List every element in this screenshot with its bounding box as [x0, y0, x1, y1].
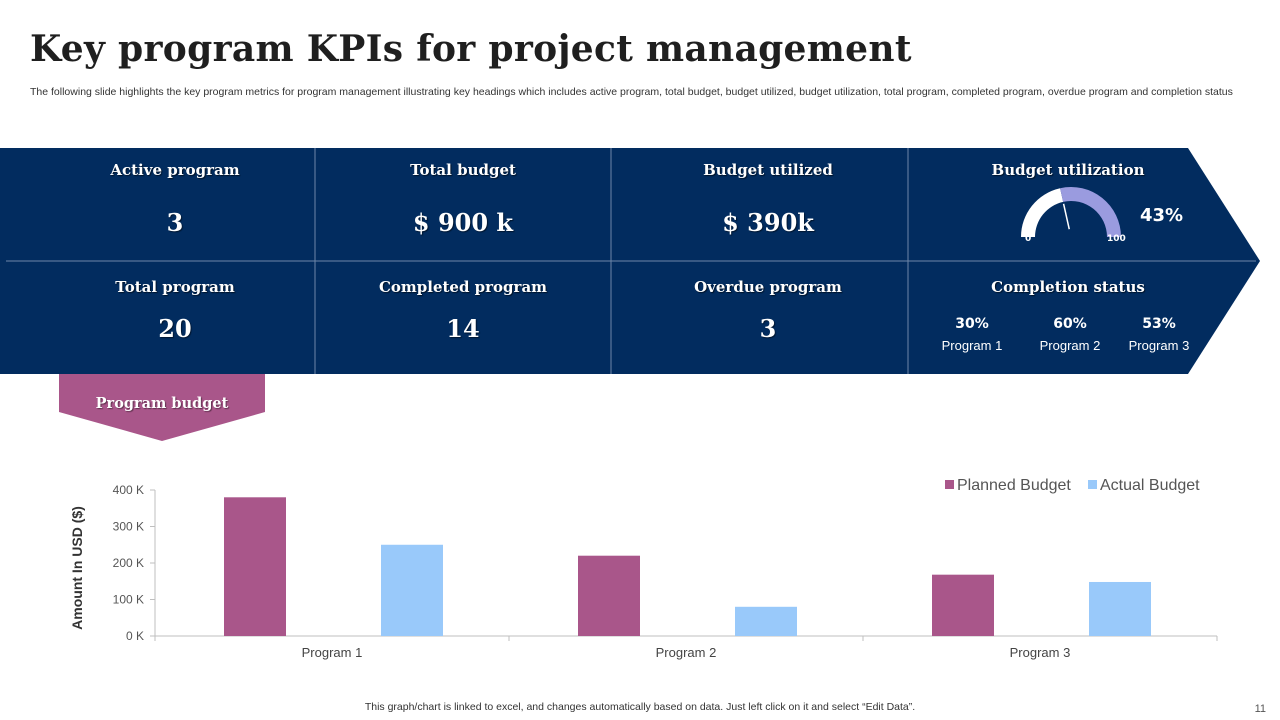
- completion-percent: 53%: [1142, 316, 1176, 332]
- completion-percent: 60%: [1053, 316, 1087, 332]
- kpi-label: Total program: [115, 278, 235, 296]
- gauge-max-label: 100: [1107, 234, 1126, 244]
- y-tick-label: 400 K: [113, 483, 144, 497]
- bar-planned-3: [932, 574, 994, 636]
- kpi-label: Completion status: [991, 278, 1145, 296]
- gauge-percent: 43%: [1140, 205, 1184, 226]
- bar-actual-2: [735, 606, 797, 636]
- kpi-banner-background: [0, 148, 1260, 374]
- kpi-total-program: Total program 20: [30, 261, 320, 374]
- page-number: 11: [1254, 703, 1266, 715]
- y-axis-title: Amount In USD ($): [69, 506, 85, 630]
- kpi-value: $ 390k: [722, 208, 814, 237]
- legend-label: Actual Budget: [1100, 477, 1200, 494]
- kpi-label: Completed program: [378, 278, 548, 296]
- completion-program: Program 1: [941, 338, 1003, 353]
- completion-item-2: 60% Program 2: [1020, 316, 1120, 353]
- legend: Planned Budget Actual Budget: [945, 477, 1200, 494]
- completion-program: Program 3: [1128, 338, 1190, 353]
- program-budget-label: Program budget: [95, 395, 229, 412]
- kpi-overdue-program: Overdue program 3: [620, 261, 916, 374]
- gauge-fill: [1060, 187, 1121, 237]
- kpi-value: 14: [446, 314, 480, 343]
- kpi-completed-program: Completed program 14: [315, 261, 611, 374]
- x-axis: Program 1 Program 2 Program 3: [154, 635, 1218, 660]
- completion-percent: 30%: [955, 316, 989, 332]
- y-axis: 0 K 100 K 200 K 300 K 400 K: [113, 483, 156, 643]
- bar-planned-1: [224, 497, 286, 636]
- y-tick-label: 200 K: [113, 556, 144, 570]
- kpi-value: 3: [166, 208, 184, 237]
- kpi-label: Budget utilization: [991, 161, 1145, 179]
- y-tick-label: 300 K: [113, 520, 144, 534]
- x-tick-label: Program 1: [302, 645, 363, 660]
- kpi-banner: [0, 148, 1262, 374]
- program-budget-tag-shape: [59, 374, 265, 441]
- program-budget-tag: [59, 374, 265, 441]
- kpi-budget-utilized: Budget utilized $ 390k: [620, 148, 916, 261]
- page-title: Key program KPIs for project management: [30, 28, 912, 70]
- kpi-value: 3: [759, 314, 777, 343]
- bar-actual-3: [1089, 581, 1151, 636]
- x-tick-label: Program 2: [656, 645, 717, 660]
- kpi-value: 20: [158, 314, 192, 343]
- gauge-needle: [1062, 203, 1070, 230]
- legend-swatch: [1088, 480, 1097, 489]
- kpi-label: Overdue program: [694, 278, 842, 296]
- completion-item-3: 53% Program 3: [1109, 316, 1209, 353]
- gauge-min-label: 0: [1025, 234, 1032, 244]
- kpi-total-budget: Total budget $ 900 k: [315, 148, 611, 261]
- y-tick-label: 0 K: [126, 629, 144, 643]
- footnote: This graph/chart is linked to excel, and…: [364, 701, 916, 713]
- bar-actual-1: [381, 544, 443, 636]
- completion-program: Program 2: [1039, 338, 1101, 353]
- page-subtitle: The following slide highlights the key p…: [30, 86, 1233, 98]
- budget-utilization-gauge: [1021, 187, 1121, 237]
- kpi-completion-status: Completion status: [918, 261, 1218, 301]
- legend-swatch: [945, 480, 954, 489]
- bars: [224, 497, 1151, 636]
- completion-item-1: 30% Program 1: [922, 316, 1022, 353]
- bar-planned-2: [578, 555, 640, 636]
- y-tick-label: 100 K: [113, 593, 144, 607]
- kpi-active-program: Active program 3: [30, 148, 320, 261]
- kpi-value: $ 900 k: [412, 208, 514, 237]
- x-tick-label: Program 3: [1010, 645, 1071, 660]
- kpi-budget-utilization: Budget utilization: [918, 148, 1218, 261]
- kpi-label: Active program: [110, 161, 240, 179]
- kpi-label: Budget utilized: [703, 161, 833, 179]
- gauge-track: [1021, 188, 1064, 237]
- kpi-label: Total budget: [410, 161, 516, 179]
- legend-label: Planned Budget: [957, 477, 1071, 494]
